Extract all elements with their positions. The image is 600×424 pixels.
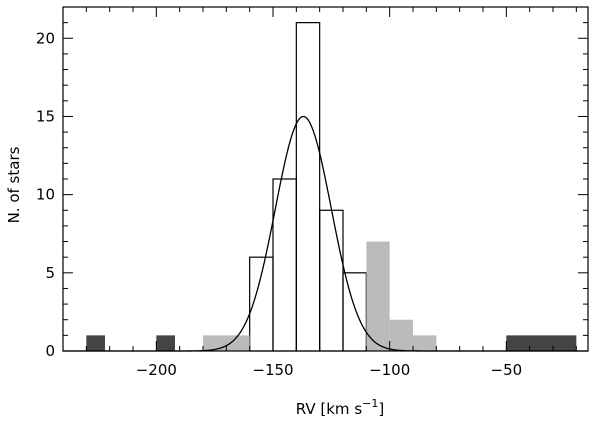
x-axis-label-close: ] bbox=[378, 400, 384, 418]
histogram-bar-dark bbox=[86, 335, 105, 351]
x-axis-label-superscript: −1 bbox=[362, 397, 378, 410]
x-axis-label: RV [km s−1] bbox=[296, 397, 384, 418]
histogram-bar-light bbox=[203, 335, 250, 351]
x-axis-label-main: RV [km s bbox=[296, 400, 363, 418]
x-tick-label: −100 bbox=[369, 361, 410, 379]
gaussian-fit-curve bbox=[63, 115, 588, 352]
y-tick-label: 0 bbox=[45, 342, 55, 360]
x-tick-label: −200 bbox=[136, 361, 177, 379]
ticks-layer: −200 −150 −100 −50 0 5 10 15 20 bbox=[36, 6, 588, 379]
y-axis-label: N. of stars bbox=[5, 146, 23, 223]
histogram-bar-light bbox=[413, 335, 437, 351]
histogram-bar-light bbox=[389, 319, 413, 351]
y-tick-label: 15 bbox=[36, 107, 55, 125]
histogram-bar-outline bbox=[319, 209, 344, 352]
y-tick-label: 10 bbox=[36, 186, 55, 204]
histogram-bar-light bbox=[366, 241, 390, 351]
x-tick-label: −50 bbox=[491, 361, 523, 379]
histogram-bar-dark bbox=[506, 335, 577, 351]
y-tick-label: 5 bbox=[45, 264, 55, 282]
x-tick-label: −150 bbox=[252, 361, 293, 379]
histogram-bar-dark bbox=[156, 335, 175, 351]
histogram-bar-outline bbox=[295, 22, 321, 352]
histogram-bar-outline bbox=[342, 272, 367, 352]
y-tick-label: 20 bbox=[36, 29, 55, 47]
bars-layer bbox=[86, 22, 577, 352]
